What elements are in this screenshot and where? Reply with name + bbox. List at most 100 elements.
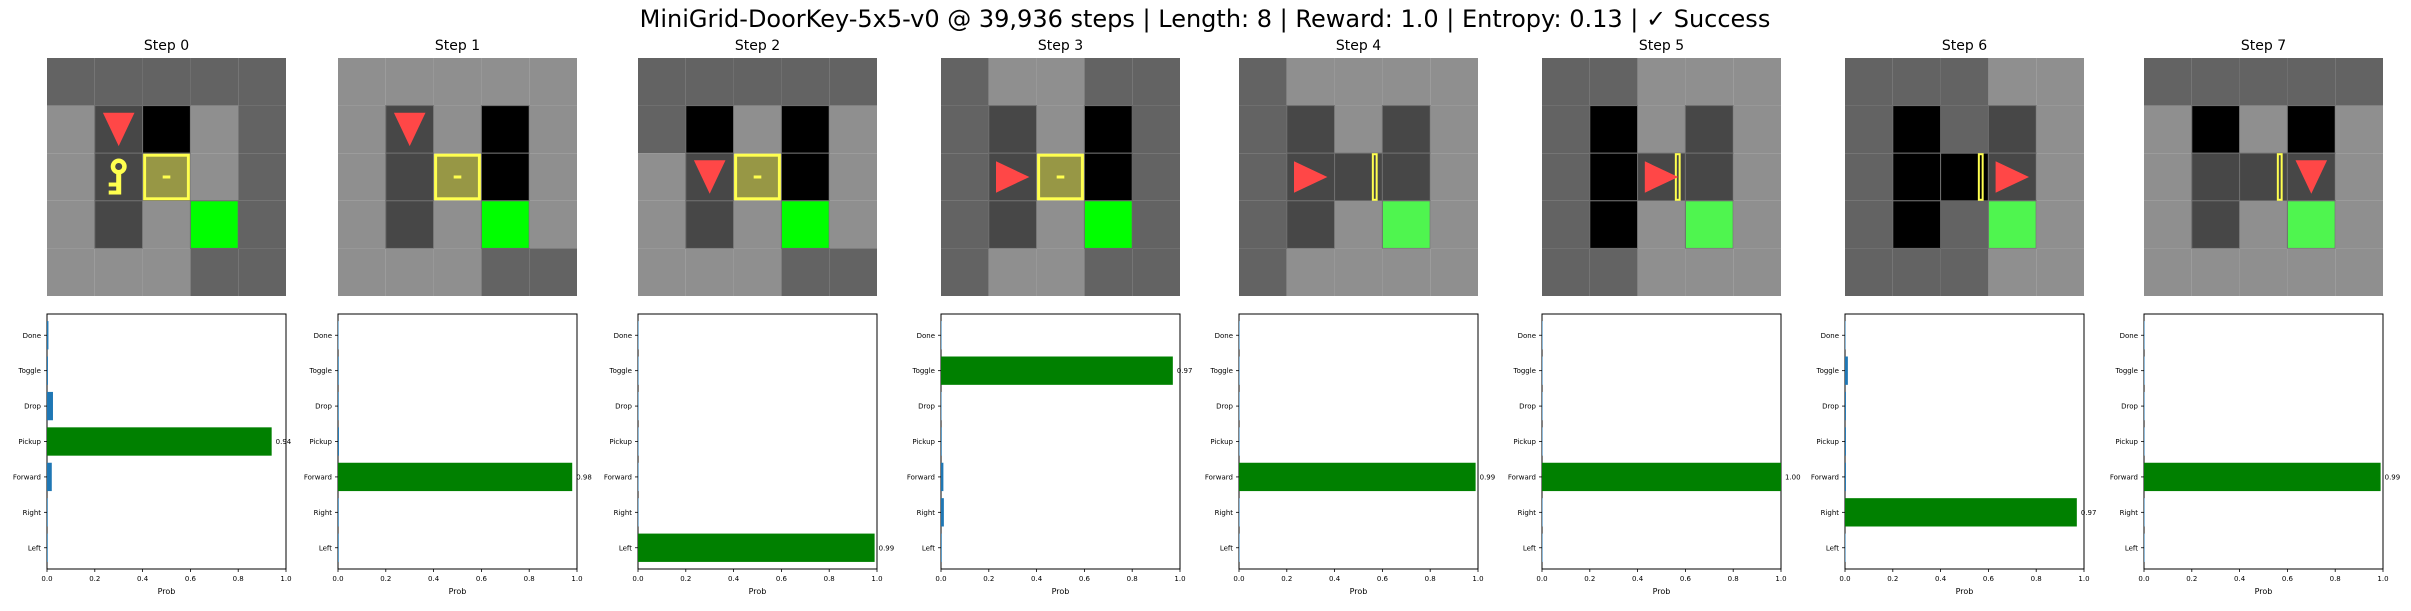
grid-cell (1084, 58, 1133, 106)
y-tick-label: Drop (1822, 403, 1839, 411)
step-panel: Step 0 Left Right Forward Pickup 0.94 Drop Togg… (13, 38, 292, 596)
y-tick-label: Toggle (1815, 367, 1839, 375)
x-tick-label: 0.8 (824, 575, 835, 583)
grid-cell (190, 105, 239, 154)
grid-cell (1430, 153, 1478, 201)
grid-cell (1542, 200, 1590, 249)
step-title: Step 5 (1639, 38, 1684, 54)
grid-cell (1382, 58, 1431, 106)
prob-bar (2144, 391, 2145, 421)
grid-cell (1132, 153, 1180, 201)
prob-bar (1239, 462, 1476, 492)
y-tick-label: Done (917, 332, 935, 340)
grid-cell (1685, 58, 1734, 106)
grid-cell (142, 105, 191, 154)
step-panel: Step 1 Left Right Forward 0.98 Pickup Drop Togg… (304, 38, 592, 596)
grid-cell (433, 200, 482, 249)
grid-cell (385, 58, 434, 106)
y-tick-label: Forward (907, 473, 935, 481)
y-tick-label: Left (1523, 544, 1536, 552)
grid-cell (1132, 248, 1180, 296)
grid-cell (47, 153, 95, 201)
prob-bar (47, 321, 49, 350)
x-tick-label: 0.6 (1680, 575, 1692, 583)
y-tick-label: Left (1826, 544, 1839, 552)
x-tick-label: 0.2 (1584, 575, 1595, 583)
prob-bar (1542, 427, 1543, 456)
grid-view (1845, 58, 2084, 296)
grid-cell (1845, 248, 1893, 296)
grid-cell (829, 200, 877, 249)
x-axis-label: Prob (1052, 587, 1070, 596)
y-tick-label: Left (2125, 544, 2138, 552)
y-tick-label: Left (922, 544, 935, 552)
y-tick-label: Drop (24, 403, 41, 411)
grid-cell (941, 153, 989, 201)
x-axis-label: Prob (1350, 587, 1368, 596)
grid-cell (988, 58, 1037, 106)
bar-value-label: 0.99 (2385, 473, 2401, 481)
prob-bar (941, 321, 942, 350)
y-tick-label: Forward (13, 473, 41, 481)
grid-cell (2144, 58, 2192, 106)
grid-cell (94, 58, 143, 106)
grid-cell (1381, 152, 1431, 202)
prob-bar (1239, 533, 1240, 562)
grid-cell (638, 105, 686, 154)
grid-cell (1845, 153, 1893, 201)
grid-cell (1381, 105, 1431, 154)
x-tick-label: 0.6 (2282, 575, 2294, 583)
x-tick-label: 0.0 (1839, 575, 1850, 583)
y-tick-label: Done (1215, 332, 1233, 340)
prob-bar (1239, 356, 1240, 385)
x-tick-label: 0.2 (680, 575, 691, 583)
grid-cell (1132, 105, 1180, 154)
plot-area (940, 313, 1181, 570)
action-prob-chart: Left Right Forward 0.98 Pickup Drop Toggle Done… (304, 313, 592, 596)
bar-value-label: 0.98 (576, 473, 592, 481)
x-tick-label: 1.0 (871, 575, 882, 583)
y-tick-label: Toggle (1512, 367, 1536, 375)
grid-cell (1987, 200, 2037, 249)
grid-cell (433, 58, 482, 106)
step-title: Step 4 (1336, 38, 1381, 54)
grid-cell (1083, 152, 1133, 202)
x-tick-label: 0.4 (1632, 575, 1644, 583)
grid-cell (2239, 58, 2288, 106)
prob-bar (1845, 498, 2077, 527)
grid-cell (2239, 248, 2288, 296)
x-tick-label: 0.8 (524, 575, 535, 583)
grid-cell (733, 200, 782, 249)
prob-bar (638, 533, 875, 562)
y-tick-label: Right (2120, 509, 2139, 517)
action-prob-chart: Left Right Forward Pickup Drop Toggle 0.97 Done… (907, 313, 1192, 596)
x-tick-label: 0.4 (1031, 575, 1043, 583)
grid-cell (1684, 105, 1734, 154)
grid-cell (2335, 200, 2383, 249)
y-tick-label: Toggle (911, 367, 935, 375)
grid-cell (433, 248, 482, 296)
grid-view (941, 58, 1180, 296)
y-tick-label: Drop (1519, 403, 1536, 411)
prob-bar (1845, 391, 1846, 421)
prob-bar (338, 462, 573, 492)
grid-view (638, 58, 877, 296)
prob-bar (338, 321, 339, 350)
grid-cell (529, 248, 577, 296)
x-tick-label: 0.0 (632, 575, 643, 583)
x-tick-label: 0.0 (935, 575, 946, 583)
y-tick-label: Right (314, 509, 333, 517)
grid-cell (94, 248, 143, 296)
prob-bar (1845, 462, 1846, 492)
prob-bar (2144, 498, 2145, 527)
grid-cell (1733, 58, 1781, 106)
grid-cell (1084, 248, 1133, 296)
grid-cell (1083, 105, 1133, 154)
y-tick-label: Pickup (912, 438, 935, 446)
grid-cell (1542, 248, 1590, 296)
grid-cell (829, 105, 877, 154)
grid-cell (941, 105, 989, 154)
prob-bar (941, 533, 942, 562)
grid-cell (1940, 248, 1989, 296)
grid-cell (1589, 200, 1639, 249)
